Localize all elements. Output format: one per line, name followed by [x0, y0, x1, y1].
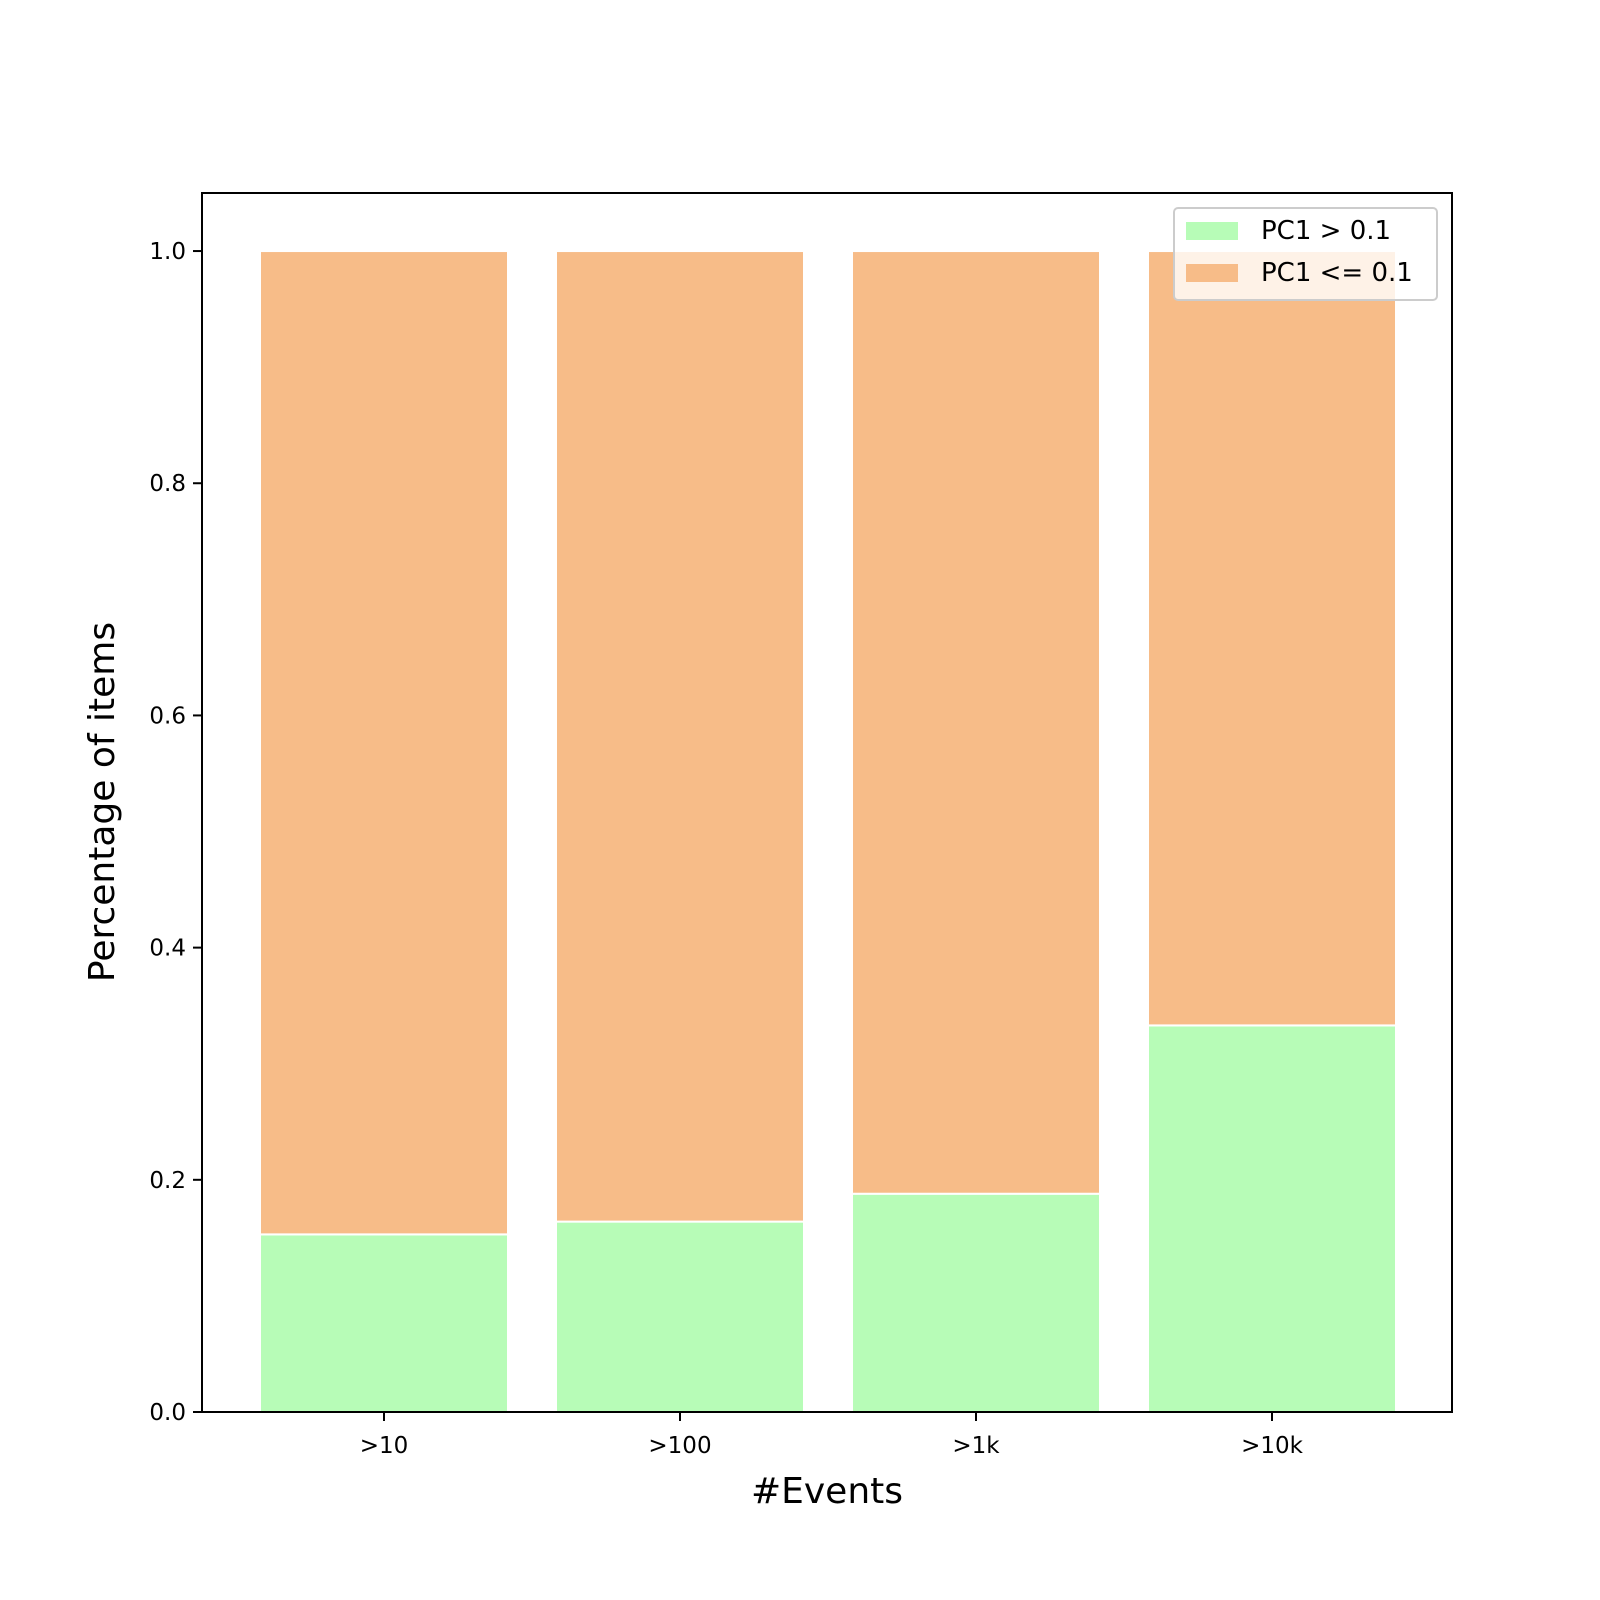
bar-segment — [259, 250, 509, 1236]
x-tick-label: >10k — [1241, 1433, 1304, 1459]
bar-segment — [851, 1192, 1101, 1414]
y-tick-label: 0.2 — [149, 1168, 186, 1194]
bar-segment — [259, 1233, 509, 1413]
bars-layer — [259, 250, 1397, 1414]
x-tick-label: >10 — [360, 1433, 409, 1459]
bar-segment — [851, 250, 1101, 1195]
y-tick-label: 0.0 — [149, 1400, 186, 1426]
x-axis-title: #Events — [751, 1471, 903, 1512]
plot-frame — [201, 192, 1453, 1413]
y-tick-label: 1.0 — [149, 239, 186, 265]
legend-swatch — [1186, 222, 1238, 240]
x-tick-label: >100 — [648, 1433, 711, 1459]
bar-segment — [555, 1220, 805, 1413]
legend-box — [1173, 207, 1438, 301]
bar-segment — [555, 250, 805, 1223]
y-axis-title: Percentage of items — [82, 622, 123, 982]
y-tick-label: 0.8 — [149, 471, 186, 497]
bar-segment — [1147, 250, 1397, 1027]
legend-swatch — [1186, 264, 1238, 282]
x-axis: >10 >100 >1k >10k — [360, 1412, 1304, 1459]
y-tick-label: 0.6 — [149, 703, 186, 729]
y-tick-label: 0.4 — [149, 936, 186, 962]
y-axis: 0.0 0.2 0.4 0.6 0.8 1.0 — [149, 239, 202, 1426]
legend: PC1 > 0.1 PC1 <= 0.1 — [1173, 207, 1438, 301]
legend-label: PC1 > 0.1 — [1261, 216, 1391, 246]
x-tick-label: >1k — [952, 1433, 1000, 1459]
legend-label: PC1 <= 0.1 — [1261, 258, 1413, 288]
bar-segment — [1147, 1024, 1397, 1413]
